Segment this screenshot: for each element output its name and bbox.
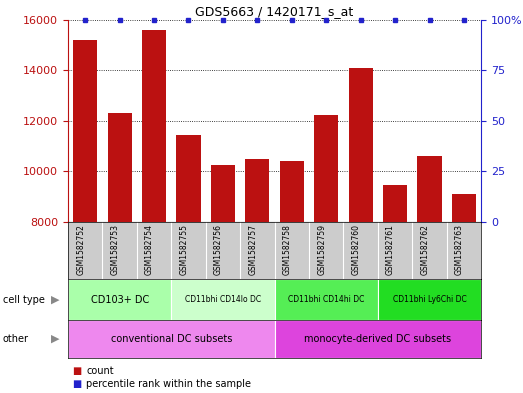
Bar — [172, 279, 275, 320]
Text: CD11bhi CD14hi DC: CD11bhi CD14hi DC — [288, 295, 365, 304]
Bar — [73, 40, 97, 393]
Text: GSM1582754: GSM1582754 — [145, 224, 154, 275]
Text: GSM1582757: GSM1582757 — [248, 224, 257, 275]
Text: CD11bhi CD14lo DC: CD11bhi CD14lo DC — [185, 295, 261, 304]
Bar — [108, 113, 132, 393]
Text: GSM1582755: GSM1582755 — [179, 224, 188, 275]
Bar — [245, 159, 269, 393]
Bar — [349, 68, 373, 393]
Text: ▶: ▶ — [51, 295, 59, 305]
Text: GSM1582756: GSM1582756 — [214, 224, 223, 275]
Text: conventional DC subsets: conventional DC subsets — [110, 334, 232, 344]
Bar — [275, 279, 378, 320]
Bar — [452, 194, 476, 393]
Text: GSM1582758: GSM1582758 — [283, 224, 292, 275]
Text: GSM1582753: GSM1582753 — [111, 224, 120, 275]
Text: cell type: cell type — [3, 295, 44, 305]
Bar — [275, 320, 481, 358]
Text: monocyte-derived DC subsets: monocyte-derived DC subsets — [304, 334, 451, 344]
Bar — [314, 114, 338, 393]
Text: ▶: ▶ — [51, 334, 59, 344]
Text: GSM1582762: GSM1582762 — [420, 224, 429, 275]
Bar — [378, 279, 481, 320]
Text: CD103+ DC: CD103+ DC — [90, 295, 149, 305]
Text: ■: ■ — [73, 366, 86, 376]
Bar — [176, 135, 200, 393]
Text: GSM1582763: GSM1582763 — [455, 224, 464, 275]
Text: count: count — [86, 366, 114, 376]
Text: ■: ■ — [73, 379, 86, 389]
Text: percentile rank within the sample: percentile rank within the sample — [86, 379, 251, 389]
Bar — [68, 320, 275, 358]
Bar — [68, 279, 172, 320]
Bar — [280, 161, 304, 393]
Bar — [211, 165, 235, 393]
Text: other: other — [3, 334, 29, 344]
Bar — [383, 185, 407, 393]
Text: CD11bhi Ly6Chi DC: CD11bhi Ly6Chi DC — [393, 295, 467, 304]
Text: GSM1582761: GSM1582761 — [386, 224, 395, 275]
Text: GSM1582752: GSM1582752 — [76, 224, 85, 275]
Bar — [142, 30, 166, 393]
Title: GDS5663 / 1420171_s_at: GDS5663 / 1420171_s_at — [196, 6, 354, 18]
Bar — [417, 156, 441, 393]
Text: GSM1582760: GSM1582760 — [351, 224, 361, 275]
Text: GSM1582759: GSM1582759 — [317, 224, 326, 275]
